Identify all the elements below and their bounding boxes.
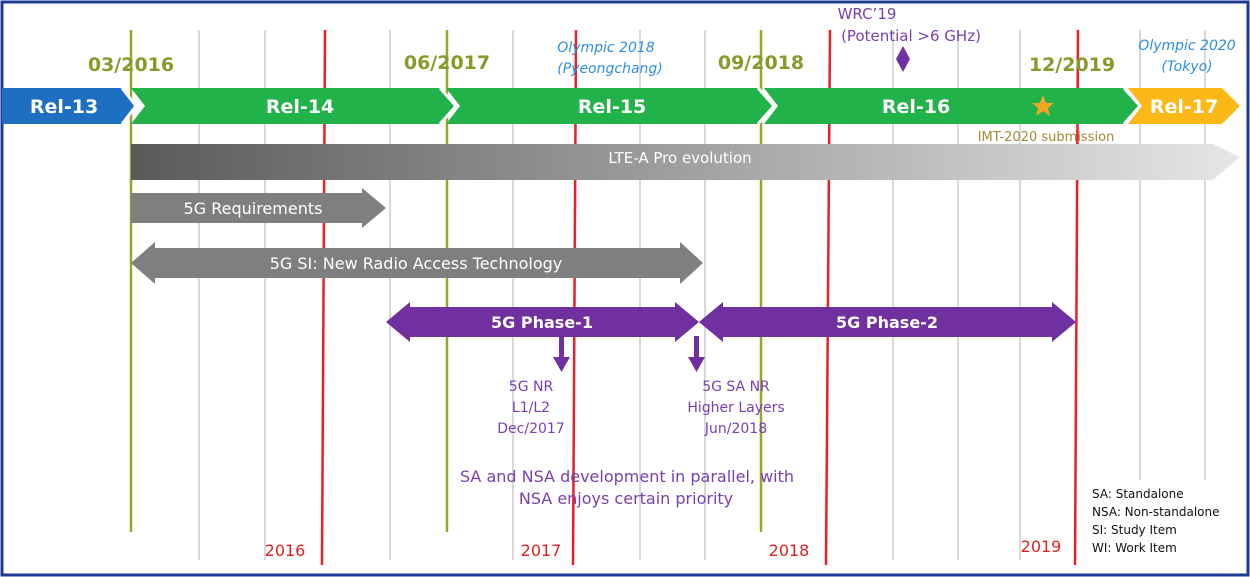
study-item-label: 5G SI: New Radio Access Technology [270, 254, 563, 273]
milestone-label-2016: 03/2016 [88, 54, 174, 76]
release-label-rel-15: Rel-15 [578, 96, 646, 118]
release-rel-17 [1128, 88, 1240, 124]
sa-down-arrow-icon [688, 336, 705, 372]
milestone-label-2019: 12/2019 [1029, 54, 1115, 76]
phase1-arrow [386, 302, 699, 342]
legend-nsa: NSA: Non-standalone [1092, 505, 1219, 519]
nr-down-arrow-icon [553, 336, 570, 372]
wrc-diamond-icon [896, 46, 910, 72]
imt-star-icon [1032, 95, 1054, 116]
phase2-label: 5G Phase-2 [836, 313, 938, 332]
lte-evolution-label: LTE-A Pro evolution [608, 149, 751, 167]
parallel-note-line2: NSA enjoys certain priority [519, 489, 733, 508]
requirements-arrow [131, 188, 386, 228]
year-label-2019: 2019 [1021, 537, 1062, 556]
sa-note-line1: 5G SA NR [702, 379, 770, 395]
year-label-2016: 2016 [265, 541, 306, 560]
phase2-arrow [699, 302, 1076, 342]
parallel-note-line1: SA and NSA development in parallel, with [460, 467, 794, 486]
olympic-2018-title: Olympic 2018 [557, 40, 654, 56]
release-rel-13 [2, 88, 136, 124]
legend-wi: WI: Work Item [1092, 541, 1177, 555]
legend-sa: SA: Standalone [1092, 487, 1184, 501]
milestone-label-2017: 06/2017 [404, 52, 490, 74]
imt-submission-label: IMT-2020 submission [978, 130, 1115, 145]
release-label-rel-17: Rel-17 [1150, 96, 1218, 118]
nr-note-line1: 5G NR [509, 379, 554, 395]
requirements-label: 5G Requirements [184, 199, 323, 218]
release-rel-14 [131, 88, 456, 124]
sa-note-line2: Higher Layers [687, 400, 784, 416]
release-bar [2, 87, 1240, 125]
release-label-rel-14: Rel-14 [266, 96, 334, 118]
release-label-rel-16: Rel-16 [882, 96, 950, 118]
nr-note-line3: Dec/2017 [497, 421, 564, 437]
study-item-arrow [131, 242, 703, 284]
wrc-title: WRC’19 [838, 5, 897, 23]
year-label-2018: 2018 [769, 541, 810, 560]
olympic-2020-title: Olympic 2020 [1138, 38, 1235, 54]
wrc-subtitle: (Potential >6 GHz) [841, 27, 981, 45]
olympic-2020-city: (Tokyo) [1161, 59, 1212, 75]
legend-si: SI: Study Item [1092, 523, 1177, 537]
legend-box [1088, 480, 1240, 560]
year-label-2017: 2017 [521, 541, 562, 560]
olympic-2018-city: (Pyeongchang) [557, 61, 663, 77]
nr-note-line2: L1/L2 [512, 400, 550, 416]
lte-evolution-arrow [131, 144, 1240, 180]
release-label-rel-13: Rel-13 [30, 96, 98, 118]
phase1-label: 5G Phase-1 [491, 313, 593, 332]
release-rel-15 [446, 88, 774, 124]
release-rel-16 [764, 88, 1140, 124]
sa-note-line3: Jun/2018 [704, 421, 767, 437]
milestone-label-2018: 09/2018 [718, 52, 804, 74]
